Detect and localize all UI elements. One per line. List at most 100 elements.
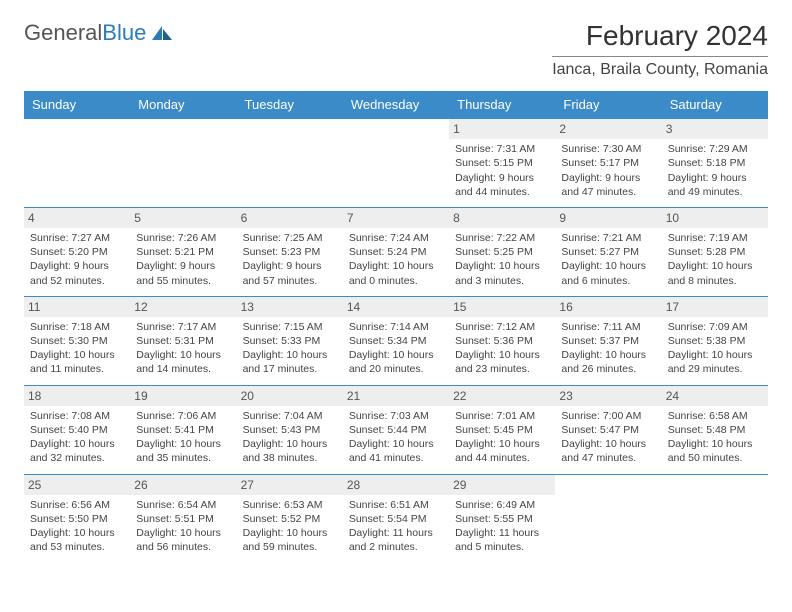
cell-line-daylight_a: Daylight: 10 hours bbox=[243, 348, 337, 362]
cell-line-daylight_a: Daylight: 10 hours bbox=[136, 437, 230, 451]
calendar-cell: 12Sunrise: 7:17 AMSunset: 5:31 PMDayligh… bbox=[130, 296, 236, 385]
title-block: February 2024 Ianca, Braila County, Roma… bbox=[552, 20, 768, 79]
calendar-cell: 6Sunrise: 7:25 AMSunset: 5:23 PMDaylight… bbox=[237, 207, 343, 296]
calendar-cell: 22Sunrise: 7:01 AMSunset: 5:45 PMDayligh… bbox=[449, 385, 555, 474]
calendar-cell bbox=[555, 474, 661, 562]
day-number: 16 bbox=[555, 297, 661, 317]
cell-line-daylight_a: Daylight: 10 hours bbox=[455, 437, 549, 451]
cell-line-sunset: Sunset: 5:44 PM bbox=[349, 423, 443, 437]
day-number: 17 bbox=[662, 297, 768, 317]
calendar-cell: 21Sunrise: 7:03 AMSunset: 5:44 PMDayligh… bbox=[343, 385, 449, 474]
sail-icon bbox=[150, 24, 174, 42]
cell-line-daylight_a: Daylight: 10 hours bbox=[668, 259, 762, 273]
day-number: 11 bbox=[24, 297, 130, 317]
cell-line-sunset: Sunset: 5:17 PM bbox=[561, 156, 655, 170]
day-number: 12 bbox=[130, 297, 236, 317]
cell-line-daylight_b: and 0 minutes. bbox=[349, 274, 443, 288]
cell-line-daylight_b: and 41 minutes. bbox=[349, 451, 443, 465]
logo-word-blue: Blue bbox=[102, 20, 146, 45]
calendar-cell: 20Sunrise: 7:04 AMSunset: 5:43 PMDayligh… bbox=[237, 385, 343, 474]
cell-line-daylight_b: and 2 minutes. bbox=[349, 540, 443, 554]
cell-line-sunset: Sunset: 5:43 PM bbox=[243, 423, 337, 437]
cell-line-daylight_a: Daylight: 10 hours bbox=[30, 526, 124, 540]
calendar-cell bbox=[130, 119, 236, 208]
cell-line-daylight_b: and 14 minutes. bbox=[136, 362, 230, 376]
cell-line-sunset: Sunset: 5:38 PM bbox=[668, 334, 762, 348]
day-number: 25 bbox=[24, 475, 130, 495]
cell-line-sunrise: Sunrise: 7:26 AM bbox=[136, 231, 230, 245]
cell-line-daylight_a: Daylight: 10 hours bbox=[668, 437, 762, 451]
cell-line-daylight_b: and 44 minutes. bbox=[455, 185, 549, 199]
cell-line-daylight_b: and 57 minutes. bbox=[243, 274, 337, 288]
cell-line-daylight_b: and 47 minutes. bbox=[561, 451, 655, 465]
calendar-cell: 27Sunrise: 6:53 AMSunset: 5:52 PMDayligh… bbox=[237, 474, 343, 562]
day-number: 27 bbox=[237, 475, 343, 495]
cell-line-sunrise: Sunrise: 7:09 AM bbox=[668, 320, 762, 334]
cell-line-daylight_b: and 23 minutes. bbox=[455, 362, 549, 376]
calendar-cell: 16Sunrise: 7:11 AMSunset: 5:37 PMDayligh… bbox=[555, 296, 661, 385]
cell-line-sunrise: Sunrise: 7:03 AM bbox=[349, 409, 443, 423]
cell-line-sunrise: Sunrise: 7:14 AM bbox=[349, 320, 443, 334]
calendar-cell: 4Sunrise: 7:27 AMSunset: 5:20 PMDaylight… bbox=[24, 207, 130, 296]
day-number: 3 bbox=[662, 119, 768, 139]
cell-line-daylight_a: Daylight: 9 hours bbox=[455, 171, 549, 185]
weekday-header: Tuesday bbox=[237, 91, 343, 119]
cell-line-sunrise: Sunrise: 7:22 AM bbox=[455, 231, 549, 245]
cell-line-daylight_a: Daylight: 10 hours bbox=[136, 348, 230, 362]
cell-line-daylight_a: Daylight: 9 hours bbox=[30, 259, 124, 273]
cell-line-daylight_a: Daylight: 10 hours bbox=[30, 348, 124, 362]
calendar-cell: 18Sunrise: 7:08 AMSunset: 5:40 PMDayligh… bbox=[24, 385, 130, 474]
cell-line-daylight_a: Daylight: 10 hours bbox=[349, 259, 443, 273]
cell-line-sunrise: Sunrise: 7:21 AM bbox=[561, 231, 655, 245]
day-number: 18 bbox=[24, 386, 130, 406]
cell-line-sunset: Sunset: 5:54 PM bbox=[349, 512, 443, 526]
cell-line-sunset: Sunset: 5:15 PM bbox=[455, 156, 549, 170]
cell-line-daylight_a: Daylight: 10 hours bbox=[561, 348, 655, 362]
calendar-cell: 26Sunrise: 6:54 AMSunset: 5:51 PMDayligh… bbox=[130, 474, 236, 562]
cell-line-daylight_a: Daylight: 10 hours bbox=[243, 526, 337, 540]
cell-line-daylight_a: Daylight: 10 hours bbox=[349, 348, 443, 362]
cell-line-sunset: Sunset: 5:24 PM bbox=[349, 245, 443, 259]
weekday-header: Monday bbox=[130, 91, 236, 119]
day-number: 20 bbox=[237, 386, 343, 406]
calendar-cell: 5Sunrise: 7:26 AMSunset: 5:21 PMDaylight… bbox=[130, 207, 236, 296]
calendar-row: 18Sunrise: 7:08 AMSunset: 5:40 PMDayligh… bbox=[24, 385, 768, 474]
weekday-header: Friday bbox=[555, 91, 661, 119]
cell-line-sunset: Sunset: 5:55 PM bbox=[455, 512, 549, 526]
day-number: 23 bbox=[555, 386, 661, 406]
logo-word-general: General bbox=[24, 20, 102, 45]
cell-line-daylight_b: and 29 minutes. bbox=[668, 362, 762, 376]
cell-line-daylight_b: and 26 minutes. bbox=[561, 362, 655, 376]
cell-line-daylight_b: and 59 minutes. bbox=[243, 540, 337, 554]
cell-line-sunset: Sunset: 5:25 PM bbox=[455, 245, 549, 259]
calendar-cell: 14Sunrise: 7:14 AMSunset: 5:34 PMDayligh… bbox=[343, 296, 449, 385]
day-number: 15 bbox=[449, 297, 555, 317]
calendar-row: 4Sunrise: 7:27 AMSunset: 5:20 PMDaylight… bbox=[24, 207, 768, 296]
cell-line-sunset: Sunset: 5:23 PM bbox=[243, 245, 337, 259]
calendar-row: 11Sunrise: 7:18 AMSunset: 5:30 PMDayligh… bbox=[24, 296, 768, 385]
cell-line-sunset: Sunset: 5:40 PM bbox=[30, 423, 124, 437]
cell-line-daylight_a: Daylight: 10 hours bbox=[243, 437, 337, 451]
calendar-cell: 11Sunrise: 7:18 AMSunset: 5:30 PMDayligh… bbox=[24, 296, 130, 385]
day-number: 26 bbox=[130, 475, 236, 495]
weekday-header: Saturday bbox=[662, 91, 768, 119]
day-number: 5 bbox=[130, 208, 236, 228]
cell-line-sunset: Sunset: 5:45 PM bbox=[455, 423, 549, 437]
cell-line-sunset: Sunset: 5:28 PM bbox=[668, 245, 762, 259]
cell-line-sunset: Sunset: 5:20 PM bbox=[30, 245, 124, 259]
day-number: 29 bbox=[449, 475, 555, 495]
cell-line-daylight_a: Daylight: 10 hours bbox=[668, 348, 762, 362]
cell-line-daylight_b: and 35 minutes. bbox=[136, 451, 230, 465]
cell-line-daylight_a: Daylight: 10 hours bbox=[455, 259, 549, 273]
cell-line-sunrise: Sunrise: 7:01 AM bbox=[455, 409, 549, 423]
cell-line-sunset: Sunset: 5:34 PM bbox=[349, 334, 443, 348]
cell-line-sunset: Sunset: 5:50 PM bbox=[30, 512, 124, 526]
cell-line-daylight_b: and 6 minutes. bbox=[561, 274, 655, 288]
calendar-cell: 28Sunrise: 6:51 AMSunset: 5:54 PMDayligh… bbox=[343, 474, 449, 562]
cell-line-sunrise: Sunrise: 6:49 AM bbox=[455, 498, 549, 512]
cell-line-daylight_b: and 50 minutes. bbox=[668, 451, 762, 465]
cell-line-daylight_b: and 8 minutes. bbox=[668, 274, 762, 288]
day-number: 28 bbox=[343, 475, 449, 495]
day-number: 9 bbox=[555, 208, 661, 228]
day-number: 8 bbox=[449, 208, 555, 228]
